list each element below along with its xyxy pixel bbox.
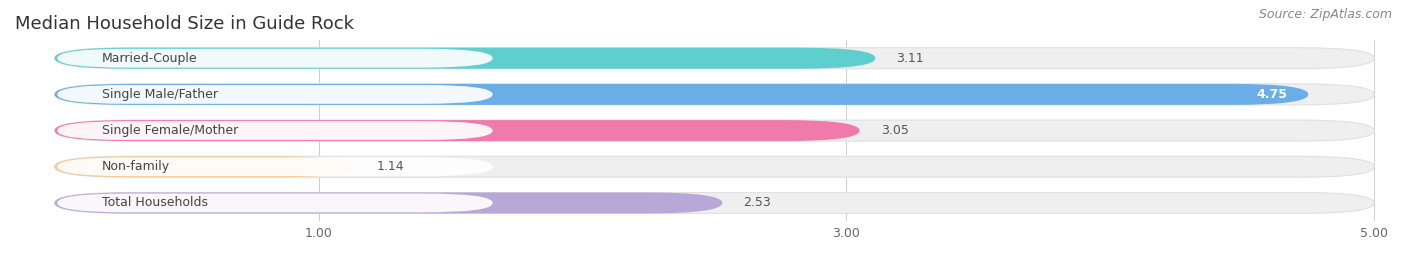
FancyBboxPatch shape	[55, 120, 1374, 141]
FancyBboxPatch shape	[58, 157, 492, 176]
Text: 1.14: 1.14	[377, 160, 404, 173]
Text: Median Household Size in Guide Rock: Median Household Size in Guide Rock	[15, 15, 354, 33]
Text: Source: ZipAtlas.com: Source: ZipAtlas.com	[1258, 8, 1392, 21]
Text: Total Households: Total Households	[103, 196, 208, 210]
Text: 3.05: 3.05	[880, 124, 908, 137]
FancyBboxPatch shape	[55, 84, 1309, 105]
FancyBboxPatch shape	[55, 192, 723, 213]
FancyBboxPatch shape	[58, 193, 492, 212]
Text: Non-family: Non-family	[103, 160, 170, 173]
Text: Married-Couple: Married-Couple	[103, 52, 198, 65]
FancyBboxPatch shape	[58, 85, 492, 104]
Text: 3.11: 3.11	[897, 52, 924, 65]
FancyBboxPatch shape	[55, 156, 356, 177]
Text: 4.75: 4.75	[1256, 88, 1286, 101]
FancyBboxPatch shape	[55, 48, 1374, 69]
Text: Single Female/Mother: Single Female/Mother	[103, 124, 239, 137]
FancyBboxPatch shape	[55, 84, 1374, 105]
FancyBboxPatch shape	[55, 156, 1374, 177]
FancyBboxPatch shape	[58, 121, 492, 140]
FancyBboxPatch shape	[55, 48, 876, 69]
FancyBboxPatch shape	[55, 120, 859, 141]
Text: 2.53: 2.53	[744, 196, 772, 210]
Text: Single Male/Father: Single Male/Father	[103, 88, 218, 101]
FancyBboxPatch shape	[58, 49, 492, 68]
FancyBboxPatch shape	[55, 192, 1374, 213]
